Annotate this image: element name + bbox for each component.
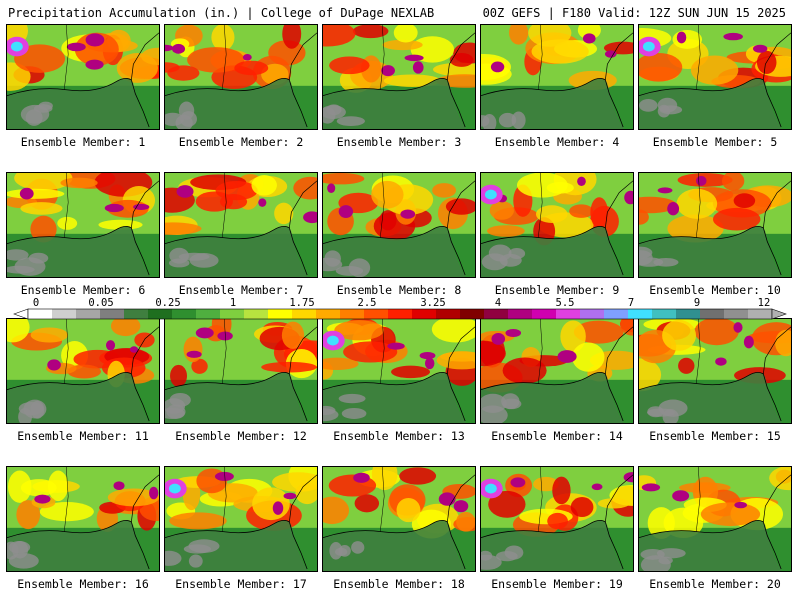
colorbar-swatch	[508, 309, 533, 319]
model-run-valid-time: 00Z GEFS | F180 Valid: 12Z SUN JUN 15 20…	[482, 6, 786, 20]
ensemble-member-map	[480, 172, 634, 278]
precipitation-colorbar	[13, 308, 787, 320]
ensemble-member-map	[638, 318, 792, 424]
ensemble-member-map	[164, 318, 318, 424]
ensemble-member-map	[638, 24, 792, 130]
colorbar-swatch	[748, 309, 773, 319]
ensemble-member-map	[480, 466, 634, 572]
colorbar-swatch	[148, 309, 173, 319]
ensemble-member-label: Ensemble Member: 20	[649, 577, 781, 591]
colorbar-swatch	[268, 309, 293, 319]
colorbar-swatch	[220, 309, 245, 319]
ensemble-member-label: Ensemble Member: 3	[336, 135, 462, 149]
colorbar-swatch	[676, 309, 701, 319]
colorbar-tick-label: 0.25	[155, 297, 181, 309]
ensemble-member-label: Ensemble Member: 14	[491, 429, 623, 443]
colorbar-tick-label: 12	[757, 297, 771, 309]
ensemble-member-map	[322, 466, 476, 572]
ensemble-member-label: Ensemble Member: 18	[333, 577, 465, 591]
ensemble-member-map	[638, 466, 792, 572]
ensemble-member-label: Ensemble Member: 17	[175, 577, 307, 591]
colorbar-swatch	[292, 309, 317, 319]
colorbar-swatch	[532, 309, 557, 319]
colorbar-swatch	[52, 309, 77, 319]
ensemble-member-label: Ensemble Member: 19	[491, 577, 623, 591]
ensemble-member-map	[164, 172, 318, 278]
colorbar-tick-label: 1.75	[289, 297, 315, 309]
ensemble-member-map	[480, 318, 634, 424]
colorbar-swatch	[484, 309, 509, 319]
ensemble-member-map	[322, 318, 476, 424]
ensemble-member-label: Ensemble Member: 4	[494, 135, 620, 149]
ensemble-member-map	[6, 172, 160, 278]
ensemble-member-map	[6, 466, 160, 572]
colorbar-swatch	[124, 309, 149, 319]
colorbar-tick-label: 2.5	[357, 297, 377, 309]
colorbar-swatch	[340, 309, 365, 319]
colorbar-swatch	[412, 309, 437, 319]
ensemble-member-label: Ensemble Member: 16	[17, 577, 149, 591]
colorbar-swatch	[244, 309, 269, 319]
colorbar-swatch	[724, 309, 749, 319]
ensemble-member-label: Ensemble Member: 5	[652, 135, 778, 149]
colorbar-swatch	[172, 309, 197, 319]
ensemble-member-label: Ensemble Member: 12	[175, 429, 307, 443]
ensemble-member-map	[322, 24, 476, 130]
ensemble-member-label: Ensemble Member: 11	[17, 429, 149, 443]
colorbar-tick-label: 0	[32, 297, 40, 309]
ensemble-member-label: Ensemble Member: 7	[178, 283, 304, 297]
colorbar-tick-label: 4	[494, 297, 502, 309]
ensemble-member-label: Ensemble Member: 10	[649, 283, 781, 297]
colorbar-swatch	[628, 309, 653, 319]
product-title: Precipitation Accumulation (in.) | Colle…	[8, 6, 435, 20]
colorbar-swatch	[316, 309, 341, 319]
ensemble-member-map	[480, 24, 634, 130]
ensemble-member-map	[164, 466, 318, 572]
colorbar-tick-label: 5.5	[555, 297, 575, 309]
colorbar-tick-label: 0.05	[88, 297, 114, 309]
colorbar-swatch	[28, 309, 53, 319]
colorbar-tick-label: 3.25	[420, 297, 446, 309]
colorbar-swatch	[388, 309, 413, 319]
ensemble-member-label: Ensemble Member: 2	[178, 135, 304, 149]
ensemble-member-label: Ensemble Member: 8	[336, 283, 462, 297]
ensemble-member-label: Ensemble Member: 6	[20, 283, 146, 297]
ensemble-member-map	[6, 318, 160, 424]
ensemble-member-label: Ensemble Member: 9	[494, 283, 620, 297]
colorbar-swatch	[364, 309, 389, 319]
ensemble-member-label: Ensemble Member: 13	[333, 429, 465, 443]
ensemble-member-map	[6, 24, 160, 130]
ensemble-member-map	[164, 24, 318, 130]
colorbar-swatch	[604, 309, 629, 319]
colorbar-swatch	[580, 309, 605, 319]
ensemble-member-map	[322, 172, 476, 278]
ensemble-member-label: Ensemble Member: 1	[20, 135, 146, 149]
colorbar-swatch	[196, 309, 221, 319]
colorbar-swatch	[700, 309, 725, 319]
colorbar-swatch	[436, 309, 461, 319]
colorbar-tick-label: 7	[627, 297, 635, 309]
colorbar-swatch	[460, 309, 485, 319]
colorbar-swatch	[76, 309, 101, 319]
colorbar-tick-label: 1	[229, 297, 237, 309]
colorbar-swatch	[652, 309, 677, 319]
colorbar-tick-label: 9	[693, 297, 701, 309]
ensemble-member-map	[638, 172, 792, 278]
ensemble-member-label: Ensemble Member: 15	[649, 429, 781, 443]
colorbar-swatch	[100, 309, 125, 319]
colorbar-swatch	[556, 309, 581, 319]
